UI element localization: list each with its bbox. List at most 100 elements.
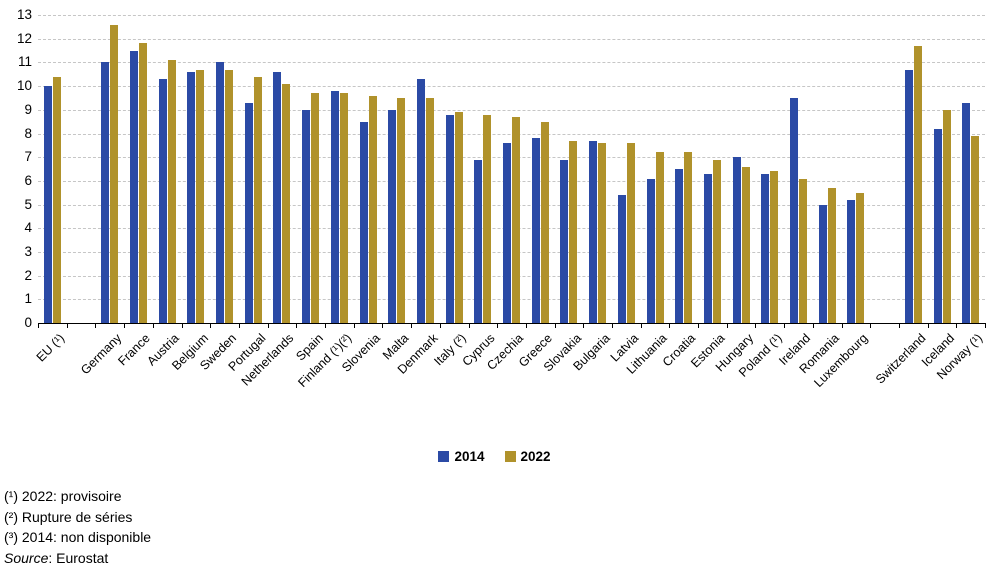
bar-2022-EU (¹) [52, 76, 61, 323]
bar-2022-Sweden [225, 69, 233, 323]
x-axis-tick [841, 323, 843, 328]
x-axis-tick [870, 323, 872, 328]
legend-label-2022: 2022 [520, 449, 551, 464]
bar-2022-France [138, 43, 147, 323]
gridline-y-7 [38, 157, 985, 159]
x-axis-tick [66, 323, 68, 328]
x-axis-tick [640, 323, 642, 328]
x-axis-tick [238, 323, 240, 328]
gridline-y-1 [38, 299, 985, 301]
gridline-y-10 [38, 86, 985, 88]
bar-2014-Denmark [416, 79, 425, 323]
y-axis-tick-label: 4 [24, 220, 32, 236]
bar-2022-Ireland [799, 178, 807, 323]
x-axis-tick [468, 323, 470, 328]
x-axis-tick [325, 323, 326, 328]
bar-2014-Croatia [675, 169, 684, 323]
bar-2022-Slovakia [569, 140, 578, 323]
bar-2022-Romania [827, 188, 836, 323]
bar-2014-Sweden [216, 62, 224, 323]
bar-2022-Bulgaria [598, 142, 607, 323]
bar-2014-Luxembourg [847, 199, 856, 323]
footnote-3: (³) 2014: non disponible [4, 529, 152, 545]
bar-2022-Belgium [196, 69, 205, 323]
x-axis-tick [726, 323, 728, 328]
gridline-y-2 [38, 275, 985, 277]
x-axis-tick [927, 323, 929, 328]
chart-legend: 2014 2022 [0, 449, 989, 464]
bar-2014-Iceland [933, 128, 942, 323]
bar-2014-Switzerland [904, 69, 913, 323]
bar-2022-Spain [311, 93, 320, 323]
bar-2022-Norway (¹) [971, 135, 980, 323]
bar-2022-Lithuania [655, 152, 664, 323]
x-axis-tick [296, 323, 298, 328]
bar-2022-Portugal [253, 76, 262, 323]
bar-2014-Italy (²) [445, 114, 454, 323]
source-text: : Eurostat [48, 549, 109, 566]
y-axis-tick-label: 13 [16, 7, 32, 22]
x-axis-tick [956, 323, 958, 328]
x-axis-tick [812, 323, 814, 328]
x-axis-tick [95, 323, 97, 328]
bar-2022-Denmark [425, 97, 434, 323]
bar-2014-Germany [101, 62, 110, 323]
bar-2022-Croatia [684, 152, 693, 323]
bar-2014-Malta [388, 109, 397, 323]
bar-2022-Cyprus [483, 114, 492, 323]
footnote-1: (¹) 2022: provisoire [4, 488, 122, 504]
footnotes: (¹) 2022: provisoire (²) Rupture de séri… [4, 486, 151, 568]
footnote-2: (²) Rupture de séries [4, 508, 133, 525]
y-axis-tick-label: 6 [24, 172, 32, 188]
y-axis-tick-label: 5 [24, 196, 32, 212]
x-axis-category-label: France [115, 331, 154, 369]
x-axis-tick [38, 323, 39, 328]
x-axis-tick [210, 323, 212, 328]
x-axis-tick [411, 323, 413, 328]
bar-2014-Austria [158, 79, 167, 323]
bar-2014-Slovenia [359, 121, 368, 323]
bar-2022-Germany [110, 24, 119, 323]
x-axis-tick [382, 323, 384, 328]
x-axis-tick [755, 323, 757, 328]
bar-2014-Netherlands [273, 71, 282, 323]
x-axis-tick [554, 323, 556, 328]
y-axis-tick-label: 8 [24, 125, 32, 141]
bar-2014-EU (¹) [43, 86, 52, 323]
gridline-y-3 [38, 251, 985, 253]
plot-area: 0 1 2 3 4 5 6 7 8 9 10 11 12 13 EU (¹) Germany France Aus… [16, 7, 986, 390]
bar-2014-Lithuania [646, 178, 655, 323]
bar-2014-Norway (¹) [962, 102, 971, 323]
gridline-y-4 [38, 228, 985, 230]
y-axis-tick-label: 3 [24, 243, 32, 259]
bar-2022-Austria [167, 60, 176, 323]
y-axis-tick-label: 9 [24, 101, 32, 117]
x-axis-tick [181, 323, 183, 328]
legend-label-2014: 2014 [454, 449, 485, 464]
y-axis-tick-label: 12 [16, 30, 32, 46]
bar-2014-Poland (¹) [761, 173, 770, 323]
bar-2022-Czechia [512, 116, 520, 323]
y-axis-tick-label: 7 [24, 149, 32, 165]
bar-2014-Estonia [703, 173, 712, 323]
legend-swatch-2014-icon [438, 451, 450, 462]
bar-2014-Romania [818, 204, 827, 323]
x-axis-line [38, 322, 985, 325]
x-axis-tick [439, 323, 441, 328]
x-axis-tick [353, 323, 355, 328]
y-axis-tick-label: 1 [24, 291, 32, 307]
x-axis-tick [583, 323, 585, 328]
bar-2014-Cyprus [474, 159, 483, 323]
y-axis-tick-label: 0 [24, 315, 32, 330]
source-label: Source [4, 549, 49, 566]
gridline-y-13 [38, 15, 985, 16]
source-line: Source: Eurostat [4, 548, 151, 569]
gridline-y-9 [38, 109, 985, 111]
bar-2022-Greece [540, 121, 549, 323]
x-axis-tick [124, 323, 126, 328]
gridline-y-8 [38, 133, 985, 135]
x-axis-tick [669, 323, 671, 328]
x-axis-category-label: Germany [78, 331, 125, 378]
x-axis-tick [985, 323, 986, 328]
